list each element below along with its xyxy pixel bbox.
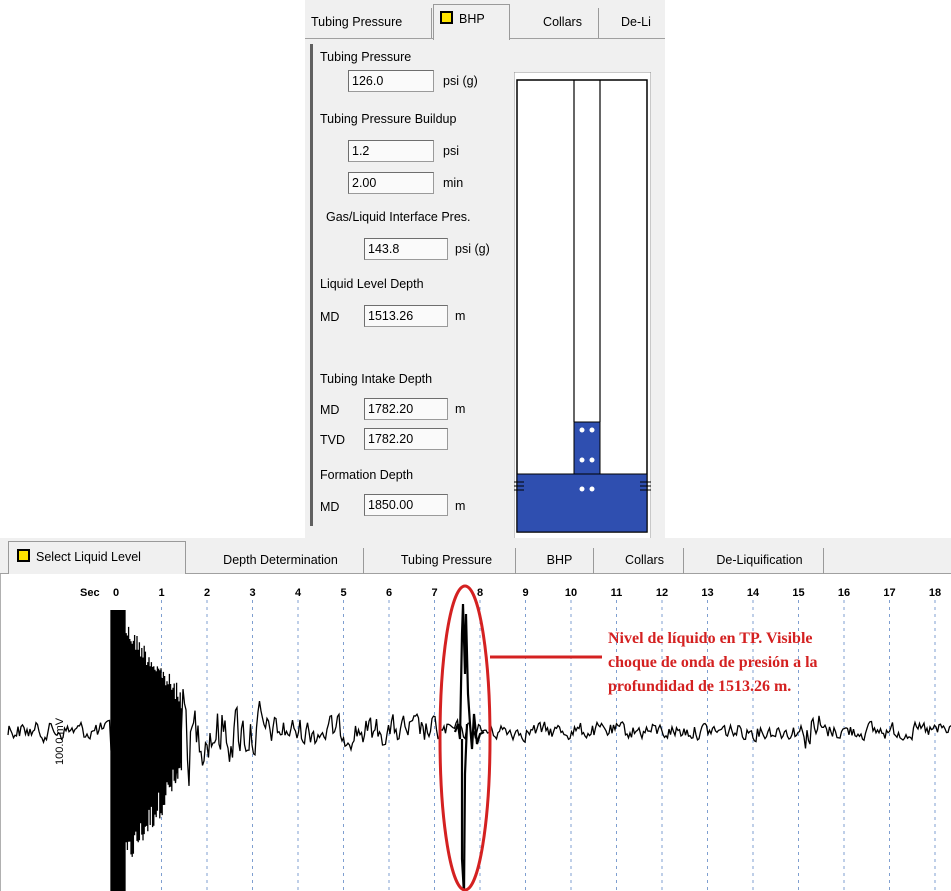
tab-tubing-pressure[interactable]: Tubing Pressure [378, 548, 516, 574]
tick-label: 5 [340, 587, 346, 599]
intake-tvd-field[interactable]: 1782.20 [364, 428, 448, 450]
tab-collars[interactable]: Collars [527, 8, 599, 38]
tab-label: Depth Determination [223, 553, 338, 567]
acoustic-trace-chart: Sec 0 1 2 3 4 5 6 7 8 9 10 11 12 13 14 15 16 17 18 100.0 m… [0, 574, 951, 891]
tick-label: 4 [295, 587, 302, 599]
intake-md-label: MD [320, 403, 340, 417]
tab-de-liquification[interactable]: De-Li [615, 8, 665, 38]
liquid-level-md-label: MD [320, 310, 340, 324]
intake-md-field[interactable]: 1782.20 [364, 398, 448, 420]
liquid-level-field[interactable]: 1513.26 [364, 305, 448, 327]
tick-label: 6 [386, 587, 392, 599]
tab-select-liquid-level[interactable]: Select Liquid Level [8, 541, 186, 574]
tick-label: 12 [656, 587, 668, 599]
active-tab-marker-icon [17, 549, 30, 562]
tubing-pressure-unit: psi (g) [443, 74, 478, 88]
active-tab-marker-icon [440, 11, 453, 24]
formation-depth-field[interactable]: 1850.00 [364, 494, 448, 516]
tab-label: BHP [459, 12, 485, 26]
axis-prefix-label: Sec [80, 587, 100, 599]
interface-pressure-label: Gas/Liquid Interface Pres. [326, 210, 471, 224]
buildup-time-unit: min [443, 176, 464, 190]
tab-bhp[interactable]: BHP [433, 4, 510, 40]
formation-depth-unit: m [455, 499, 466, 513]
tab-label: Collars [543, 15, 582, 29]
tick-label: 18 [929, 587, 941, 599]
tab-label: BHP [546, 553, 573, 567]
annotation-line-3: profundidad de 1513.26 m. [608, 678, 791, 695]
tick-label: 0 [113, 587, 119, 599]
packer-marks [514, 481, 651, 491]
annotation-text: Nivel de líquido en TP. Visible choque d… [608, 630, 818, 695]
liquid-level-echo [453, 603, 485, 891]
buildup-pressure-field[interactable]: 1.2 [348, 140, 434, 162]
buildup-time-field[interactable]: 2.00 [348, 172, 434, 194]
group-divider [310, 44, 313, 526]
tubing-pressure-label: Tubing Pressure [320, 50, 412, 64]
tab-de-liquification[interactable]: De-Liquification [696, 548, 824, 574]
tab-label: De-Li [621, 15, 651, 29]
tick-label: 16 [838, 587, 850, 599]
liquid-level-unit: m [455, 309, 466, 323]
wellbore-diagram [514, 72, 651, 542]
formation-fluid [516, 473, 648, 533]
acoustic-tab-bar: Select Liquid Level Depth Determination … [0, 538, 951, 574]
buildup-pressure-unit: psi [443, 144, 459, 158]
tubing-pressure-field[interactable]: 126.0 [348, 70, 434, 92]
tab-bhp[interactable]: BHP [526, 548, 594, 574]
tick-label: 8 [477, 587, 483, 599]
echo-highlight-ellipse [438, 584, 492, 891]
formation-md-label: MD [320, 500, 340, 514]
tab-collars[interactable]: Collars [606, 548, 684, 574]
interface-pressure-unit: psi (g) [455, 242, 490, 256]
annotation-line-1: Nivel de líquido en TP. Visible [608, 630, 813, 647]
tick-label: 1 [158, 587, 164, 599]
perforation-dots [579, 427, 595, 492]
time-tick-labels: 0 1 2 3 4 5 6 7 8 9 10 11 12 13 14 15 16 17 18 [113, 587, 941, 599]
acoustic-trace-line [7, 681, 951, 786]
tick-label: 10 [565, 587, 577, 599]
interface-pressure-field[interactable]: 143.8 [364, 238, 448, 260]
tab-label: Tubing Pressure [400, 553, 493, 567]
acoustic-panel: Select Liquid Level Depth Determination … [0, 538, 951, 891]
intake-tvd-label: TVD [320, 433, 345, 447]
tab-label: Collars [625, 553, 664, 567]
tick-label: 17 [883, 587, 895, 599]
bhp-tab-bar: Tubing Pressure BHP Collars De-Li [305, 0, 665, 40]
tick-label: 7 [431, 587, 437, 599]
intake-md-unit: m [455, 402, 466, 416]
tubing-fluid-column [573, 421, 601, 475]
amplitude-scale-label: 100.0 mV [54, 717, 66, 765]
tab-depth-determination[interactable]: Depth Determination [198, 548, 364, 574]
tick-label: 13 [701, 587, 713, 599]
tab-tubing-pressure[interactable]: Tubing Pressure [305, 8, 432, 38]
annotation-line-2: choque de onda de presión a la [608, 654, 818, 671]
intake-depth-label: Tubing Intake Depth [320, 372, 433, 386]
liquid-level-label: Liquid Level Depth [320, 277, 424, 291]
tick-label: 2 [204, 587, 210, 599]
tick-label: 14 [747, 587, 760, 599]
tab-label: De-Liquification [716, 553, 803, 567]
tick-label: 3 [249, 587, 255, 599]
tick-label: 11 [611, 587, 623, 599]
formation-depth-label: Formation Depth [320, 468, 414, 482]
tick-label: 9 [522, 587, 528, 599]
tab-label: Tubing Pressure [311, 15, 403, 29]
buildup-label: Tubing Pressure Buildup [320, 112, 457, 126]
tick-label: 15 [792, 587, 804, 599]
tab-label: Select Liquid Level [36, 550, 141, 564]
